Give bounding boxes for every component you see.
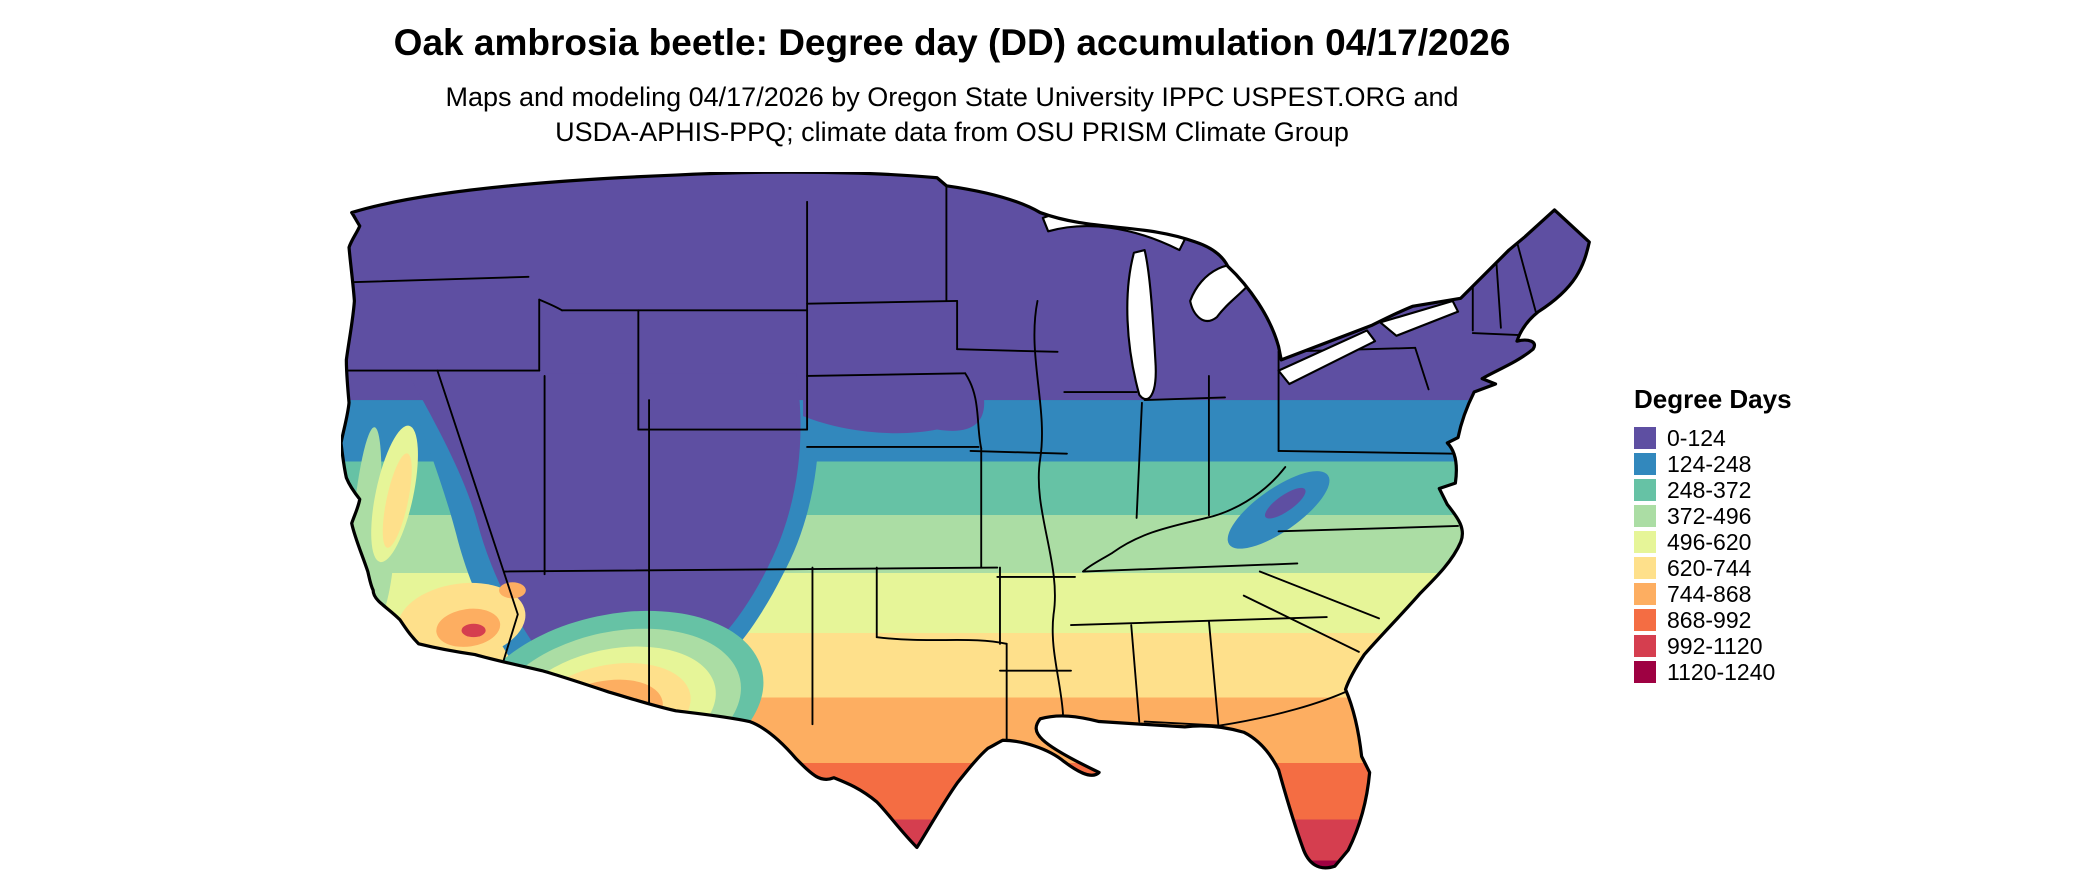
great-lakes	[1041, 207, 1460, 401]
legend-label: 868-992	[1667, 607, 1752, 633]
legend-swatch	[1634, 557, 1656, 579]
title-block: Oak ambrosia beetle: Degree day (DD) acc…	[252, 20, 1652, 150]
legend-label: 0-124	[1667, 425, 1726, 451]
lake-ontario	[1379, 299, 1460, 337]
legend-row: 744-868	[1634, 581, 1792, 607]
legend-label: 1120-1240	[1667, 659, 1776, 685]
legend-label: 372-496	[1667, 503, 1752, 529]
lake-erie	[1277, 329, 1377, 386]
legend-row: 868-992	[1634, 607, 1792, 633]
legend-row: 248-372	[1634, 477, 1792, 503]
legend-swatch	[1634, 531, 1656, 553]
legend-title: Degree Days	[1634, 384, 1792, 414]
legend-label: 992-1120	[1667, 633, 1763, 659]
map-subtitle-line1: Maps and modeling 04/17/2026 by Oregon S…	[445, 82, 1459, 112]
us-degree-day-map	[341, 172, 1596, 888]
legend-label: 496-620	[1667, 529, 1752, 555]
legend-row: 372-496	[1634, 503, 1792, 529]
legend-rows: 0-124 124-248 248-372 372-496 496-620 620-744…	[1634, 425, 1792, 685]
legend-swatch	[1634, 427, 1656, 449]
legend-row: 1120-1240	[1634, 659, 1792, 685]
legend-row: 496-620	[1634, 529, 1792, 555]
legend-swatch	[1634, 453, 1656, 475]
lake-michigan	[1126, 248, 1157, 401]
us-map-svg	[341, 172, 1591, 870]
legend-swatch	[1634, 609, 1656, 631]
map-title: Oak ambrosia beetle: Degree day (DD) acc…	[393, 22, 1511, 63]
legend-label: 124-248	[1667, 451, 1752, 477]
legend-swatch	[1634, 479, 1656, 501]
map-subtitle: Maps and modeling 04/17/2026 by Oregon S…	[252, 80, 1652, 150]
degree-day-fill	[341, 172, 1590, 868]
legend-swatch	[1634, 661, 1656, 683]
legend-swatch	[1634, 635, 1656, 657]
legend-label: 744-868	[1667, 581, 1752, 607]
legend-row: 620-744	[1634, 555, 1792, 581]
legend-label: 248-372	[1667, 477, 1752, 503]
map-subtitle-line2: USDA-APHIS-PPQ; climate data from OSU PR…	[555, 117, 1349, 147]
legend: Degree Days 0-124 124-248 248-372 372-496 49…	[1634, 384, 1792, 685]
legend-row: 124-248	[1634, 451, 1792, 477]
legend-row: 0-124	[1634, 425, 1792, 451]
legend-swatch	[1634, 505, 1656, 527]
legend-label: 620-744	[1667, 555, 1752, 581]
legend-row: 992-1120	[1634, 633, 1792, 659]
legend-swatch	[1634, 583, 1656, 605]
